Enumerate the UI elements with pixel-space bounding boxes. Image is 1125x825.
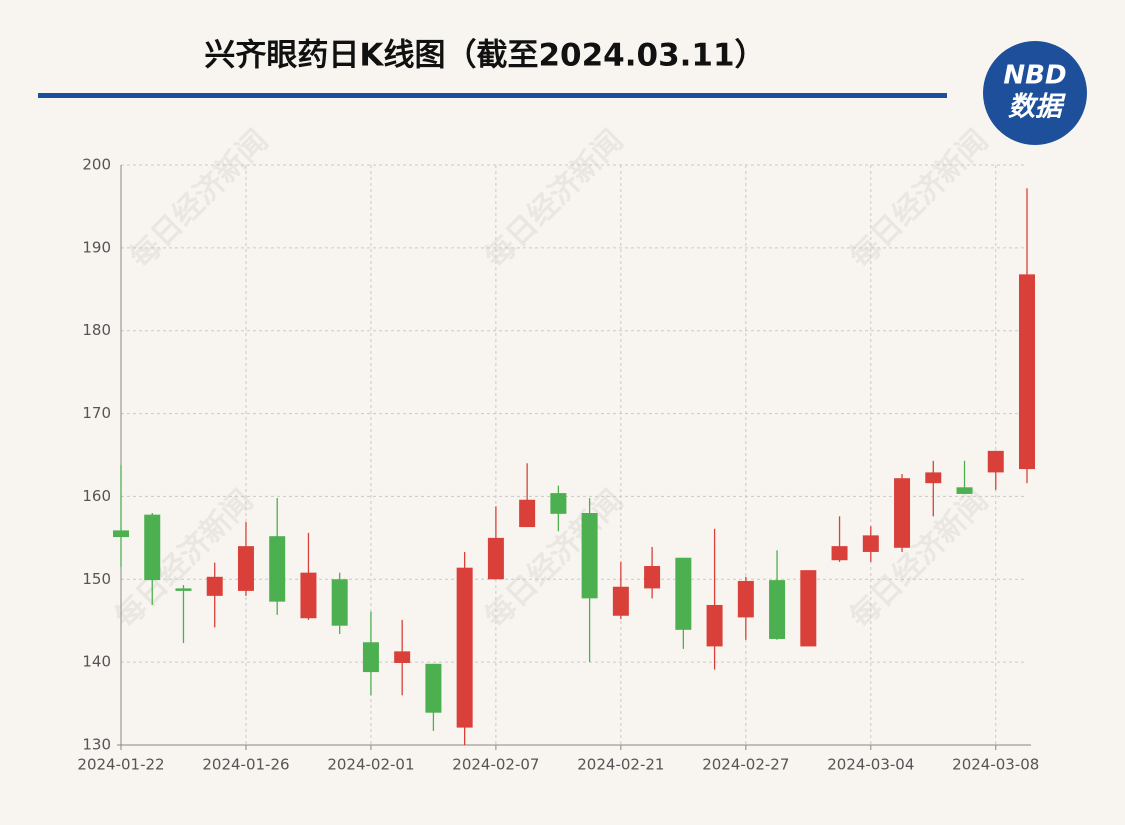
candle-body [956, 487, 973, 494]
y-tick-label: 130 [82, 736, 111, 754]
x-tick-label: 2024-02-21 [577, 756, 664, 774]
candle-body [425, 663, 442, 713]
x-tick-label: 2024-02-07 [452, 756, 539, 774]
candle-body [300, 572, 317, 619]
candle-body [394, 651, 411, 663]
logo [983, 41, 1087, 145]
x-tick-label: 2024-03-08 [952, 756, 1039, 774]
y-tick-label: 170 [82, 404, 111, 422]
candle-body [644, 566, 661, 589]
y-tick-label: 160 [82, 487, 111, 505]
candle-body [550, 493, 567, 514]
candle-body [831, 546, 848, 561]
candle-body [925, 472, 942, 484]
candle-body [237, 546, 254, 591]
candle-body [1019, 274, 1035, 470]
candle-body [737, 580, 754, 618]
candle-body [331, 579, 348, 626]
y-tick-label: 200 [82, 156, 111, 174]
x-tick-label: 2024-01-22 [77, 756, 164, 774]
candle-body [987, 450, 1004, 473]
candle-body [113, 530, 129, 538]
y-tick-label: 150 [82, 570, 111, 588]
candle-body [206, 576, 223, 596]
candle-body [800, 570, 817, 647]
candle-body [769, 580, 786, 639]
candle-body [675, 557, 692, 630]
chart-title: 兴齐眼药日K线图（截至2024.03.11） [204, 38, 765, 74]
y-tick-label: 190 [82, 238, 111, 256]
candle-body [269, 536, 286, 602]
title-rule [38, 93, 947, 98]
y-tick-label: 140 [82, 653, 111, 671]
candle-body [487, 537, 504, 580]
x-tick-label: 2024-02-01 [327, 756, 414, 774]
candle-body [706, 604, 723, 647]
x-tick-label: 2024-02-27 [702, 756, 789, 774]
candle-body [456, 567, 473, 728]
candle-body [894, 478, 911, 548]
x-tick-label: 2024-03-04 [827, 756, 914, 774]
candle-body [519, 499, 536, 528]
candle-body [612, 586, 629, 616]
logo-bottom: 数据 [1008, 92, 1066, 123]
candle-body [175, 588, 192, 591]
candle-body [362, 642, 379, 673]
candle-body [862, 535, 879, 552]
y-tick-label: 180 [82, 321, 111, 339]
logo-top: NBD [1003, 61, 1066, 91]
candle-body [144, 514, 161, 581]
candle-body [581, 513, 598, 599]
x-tick-label: 2024-01-26 [202, 756, 289, 774]
